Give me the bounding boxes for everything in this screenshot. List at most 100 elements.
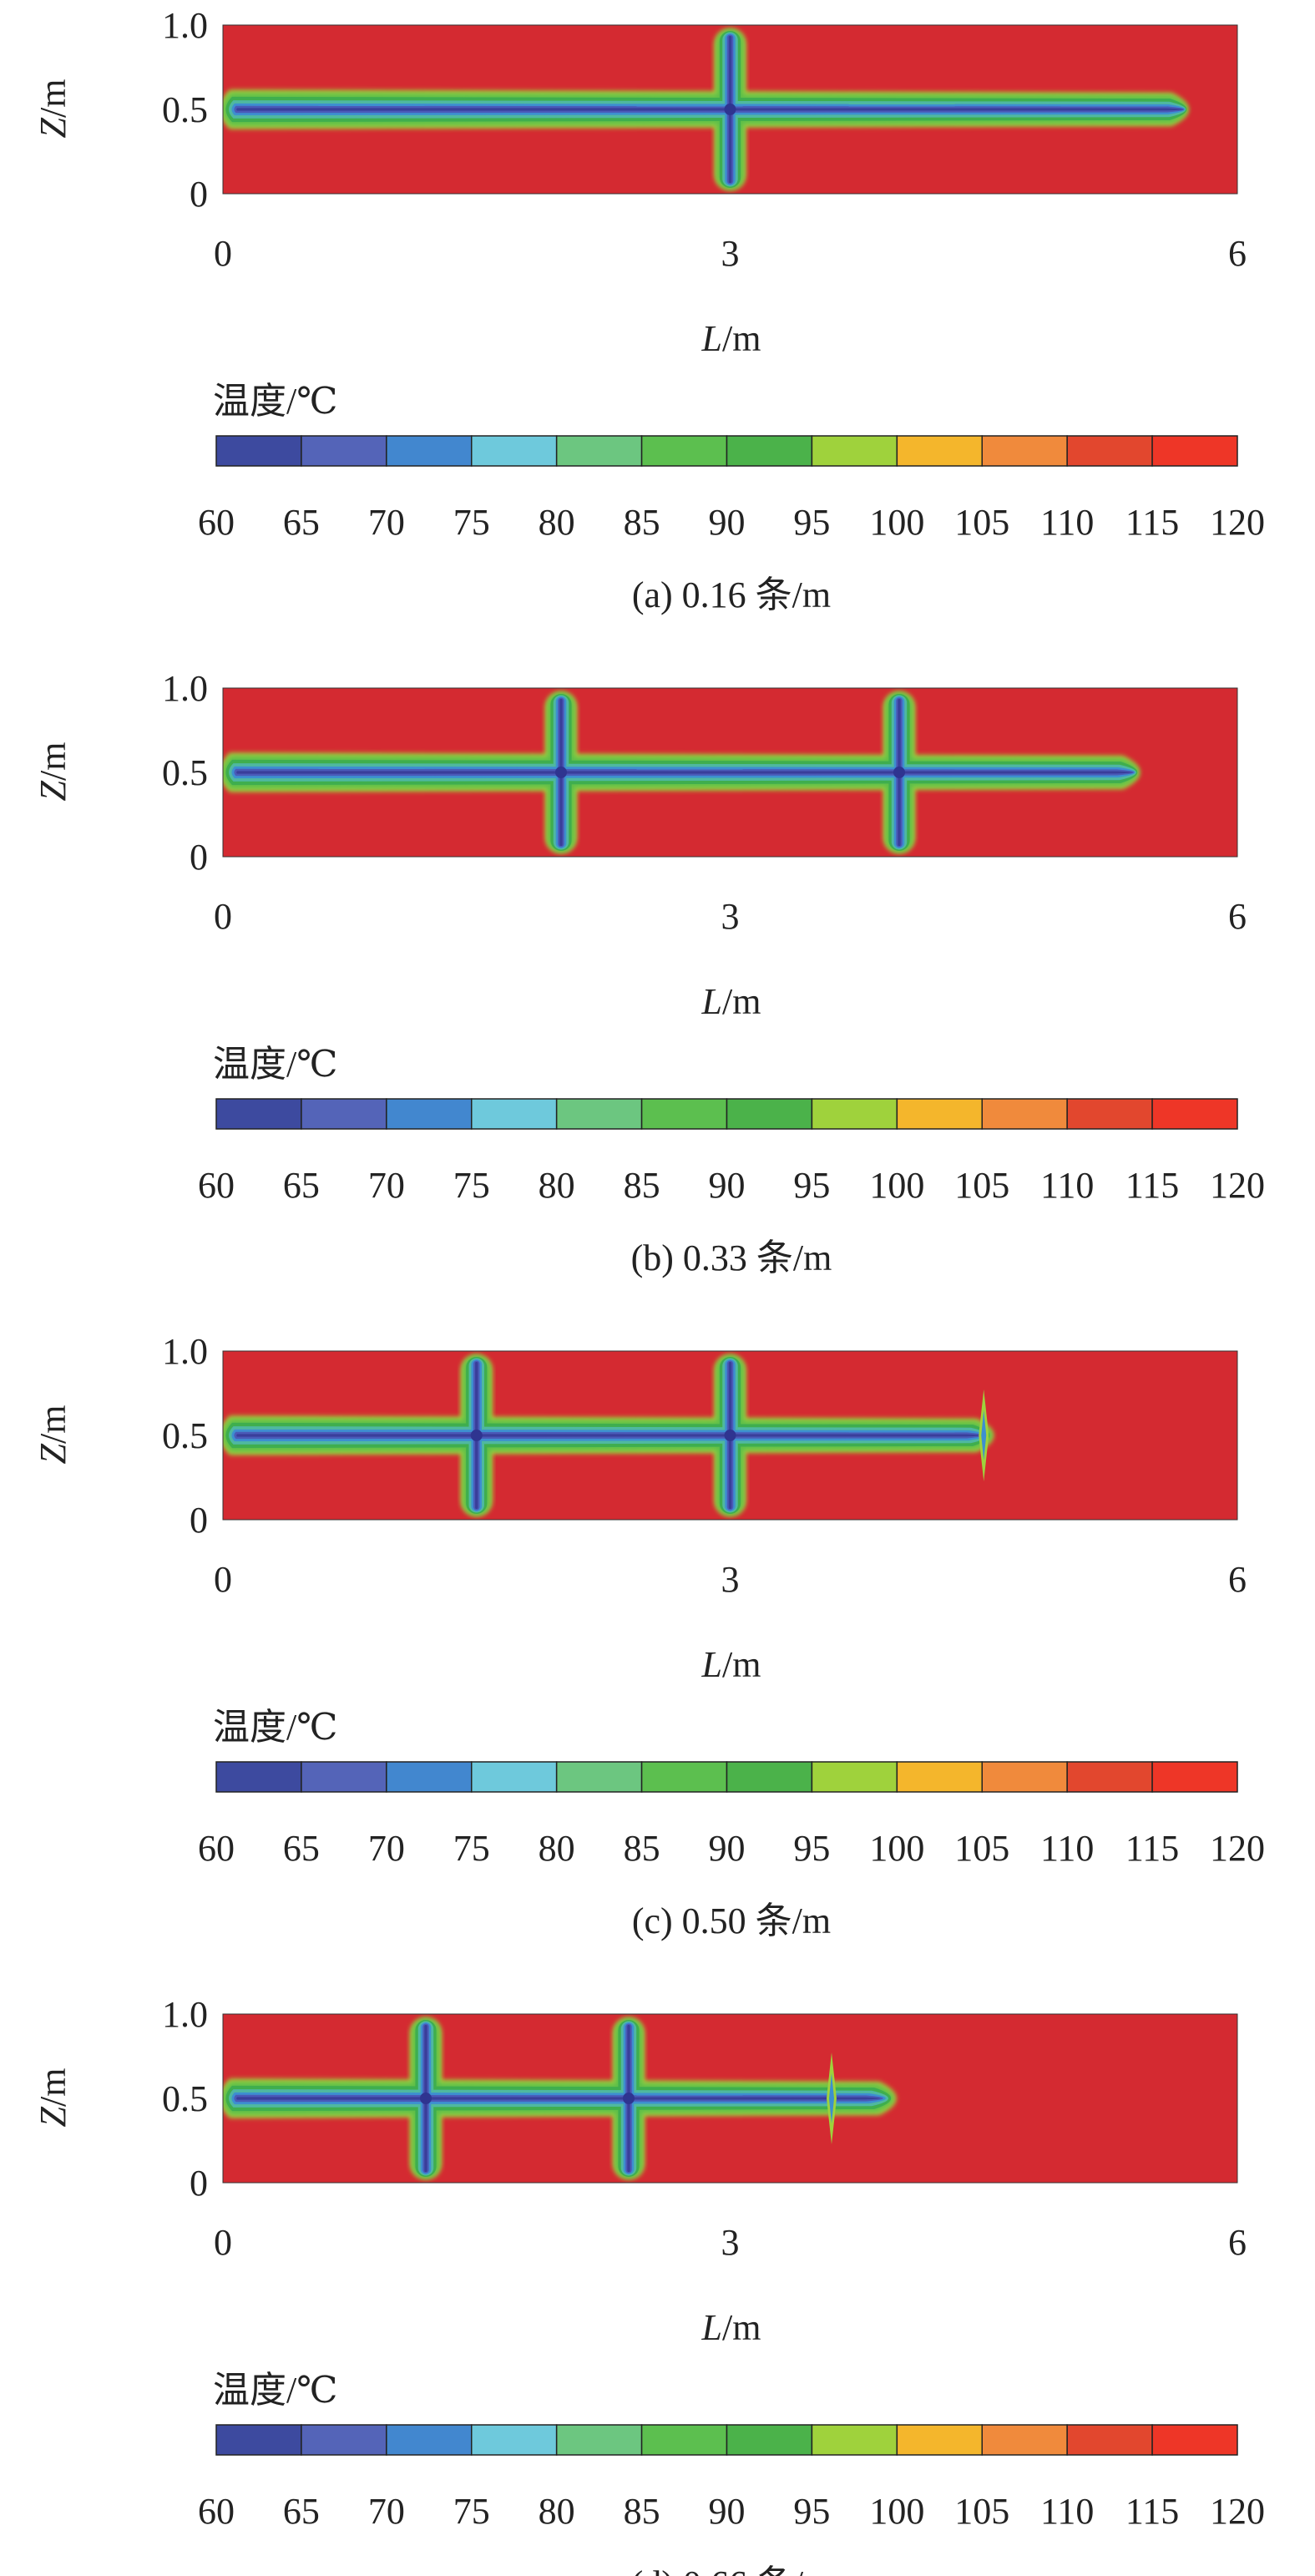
x-tick-label: 6 — [1228, 1559, 1247, 1600]
colorbar-swatch — [896, 1098, 984, 1130]
colorbar-tick-label: 80 — [539, 1165, 575, 1206]
colorbar-tick-label: 105 — [954, 2491, 1009, 2532]
colorbar-tick-label: 110 — [1040, 2491, 1094, 2532]
x-tick-label: 0 — [214, 1559, 232, 1600]
colorbar-swatch — [811, 1098, 898, 1130]
colorbar-swatch — [981, 1098, 1068, 1130]
x-tick-label: 6 — [1228, 896, 1247, 937]
colorbar-tick-label: 95 — [793, 1828, 830, 1869]
colorbar-tick-label: 85 — [624, 1165, 660, 1206]
colorbar-swatch — [301, 2424, 387, 2456]
colorbar-swatch — [1066, 2424, 1153, 2456]
y-tick-label: 1.0 — [162, 1331, 208, 1372]
colorbar-tick-label: 75 — [453, 1165, 490, 1206]
colorbar-swatch — [1066, 1098, 1153, 1130]
temperature-field — [223, 691, 1140, 853]
x-axis-label: L/m — [701, 981, 761, 1022]
colorbar-tick-label: 60 — [198, 1165, 235, 1206]
junction-core — [555, 767, 567, 778]
junction-core — [623, 2093, 635, 2104]
colorbar-tick-label: 65 — [283, 1828, 320, 1869]
colorbar-swatch — [981, 2424, 1068, 2456]
colorbar-tick-label: 120 — [1210, 1165, 1265, 1206]
colorbar-swatch — [301, 1761, 387, 1793]
colorbar-title: 温度/℃ — [213, 2370, 337, 2411]
plot-frame — [222, 2013, 1238, 2184]
colorbar-swatch — [1151, 1761, 1238, 1793]
x-tick-label: 0 — [214, 896, 232, 937]
colorbar-swatch — [215, 1761, 302, 1793]
x-tick-label: 6 — [1228, 233, 1247, 274]
colorbar-tick-label: 70 — [368, 502, 405, 543]
colorbar-swatch — [1151, 2424, 1238, 2456]
colorbar-tick-label: 70 — [368, 1828, 405, 1869]
colorbar-tick-label: 75 — [453, 502, 490, 543]
colorbar-tick-label: 100 — [869, 502, 924, 543]
horizontal-channel-band — [236, 771, 1133, 774]
x-axis-label: L/m — [701, 318, 761, 359]
colorbar-tick-label: 115 — [1125, 2491, 1179, 2532]
y-axis-label: Z/m — [33, 742, 73, 802]
panel-3: 0 0.5 1.0 0 3 6 Z/m L/m 温度/℃ 60 65 70 75 80 85 90 95 100 1… — [33, 1331, 1265, 1941]
spike-core — [981, 1410, 987, 1460]
x-axis-label: L/m — [701, 2307, 761, 2348]
y-tick-label: 1.0 — [162, 5, 208, 46]
colorbar-swatch — [640, 1761, 728, 1793]
colorbar-tick-label: 105 — [954, 1165, 1009, 1206]
horizontal-channel-band — [236, 2097, 881, 2100]
horizontal-channel-band — [236, 1434, 982, 1437]
colorbar-tick-label: 85 — [624, 502, 660, 543]
colorbar-tick-label: 110 — [1040, 1165, 1094, 1206]
plot-frame — [222, 1350, 1238, 1521]
colorbar-tick-label: 90 — [709, 1165, 746, 1206]
colorbar-swatch — [215, 435, 302, 467]
colorbar-tick-label: 110 — [1040, 502, 1094, 543]
y-tick-label: 0.5 — [162, 752, 208, 793]
y-tick-label: 1.0 — [162, 668, 208, 709]
colorbar-tick-label: 65 — [283, 502, 320, 543]
colorbar-tick-label: 60 — [198, 1828, 235, 1869]
y-tick-label: 0.5 — [162, 2078, 208, 2119]
colorbar-tick-label: 90 — [709, 2491, 746, 2532]
colorbar-swatch — [1066, 1761, 1153, 1793]
y-tick-label: 0 — [190, 837, 208, 878]
y-axis-label: Z/m — [33, 2068, 73, 2128]
colorbar-swatch — [1151, 1098, 1238, 1130]
junction-core — [724, 104, 736, 115]
colorbar-tick-label: 105 — [954, 502, 1009, 543]
colorbar-swatch — [555, 1761, 643, 1793]
colorbar-tick-label: 100 — [869, 2491, 924, 2532]
colorbar-swatch — [726, 1761, 813, 1793]
y-axis-label: Z/m — [33, 1405, 73, 1465]
colorbar-title: 温度/℃ — [213, 381, 337, 422]
colorbar-swatch — [726, 1098, 813, 1130]
x-tick-label: 6 — [1228, 2222, 1247, 2263]
spike-core — [829, 2073, 834, 2123]
temperature-field — [223, 2017, 897, 2179]
colorbar-swatch — [640, 2424, 728, 2456]
colorbar-swatch — [386, 1098, 473, 1130]
colorbar-tick-label: 60 — [198, 502, 235, 543]
x-axis-label: L/m — [701, 1644, 761, 1685]
colorbar-swatch — [811, 1761, 898, 1793]
panel-1: 0 0.5 1.0 0 3 6 Z/m L/m 温度/℃ 60 65 70 75 80 85 90 95 100 1… — [33, 5, 1265, 615]
colorbar-tick-label: 90 — [709, 1828, 746, 1869]
colorbar-swatch — [640, 1098, 728, 1130]
colorbar-swatch — [471, 2424, 558, 2456]
panel-caption: (a) 0.16 条/m — [632, 574, 831, 615]
colorbar-swatch — [555, 1098, 643, 1130]
colorbar-tick-label: 65 — [283, 1165, 320, 1206]
colorbar-swatch — [386, 435, 473, 467]
colorbar-swatch — [726, 2424, 813, 2456]
colorbar-swatch — [215, 2424, 302, 2456]
colorbar-swatch — [726, 435, 813, 467]
colorbar-swatch — [471, 1761, 558, 1793]
colorbar-tick-label: 115 — [1125, 502, 1179, 543]
colorbar-tick-label: 80 — [539, 2491, 575, 2532]
colorbar-swatch — [555, 2424, 643, 2456]
temperature-field — [223, 1354, 994, 1516]
colorbar-tick-label: 65 — [283, 2491, 320, 2532]
colorbar-tick-label: 120 — [1210, 1828, 1265, 1869]
y-axis-label: Z/m — [33, 79, 73, 139]
colorbar-swatch — [386, 1761, 473, 1793]
